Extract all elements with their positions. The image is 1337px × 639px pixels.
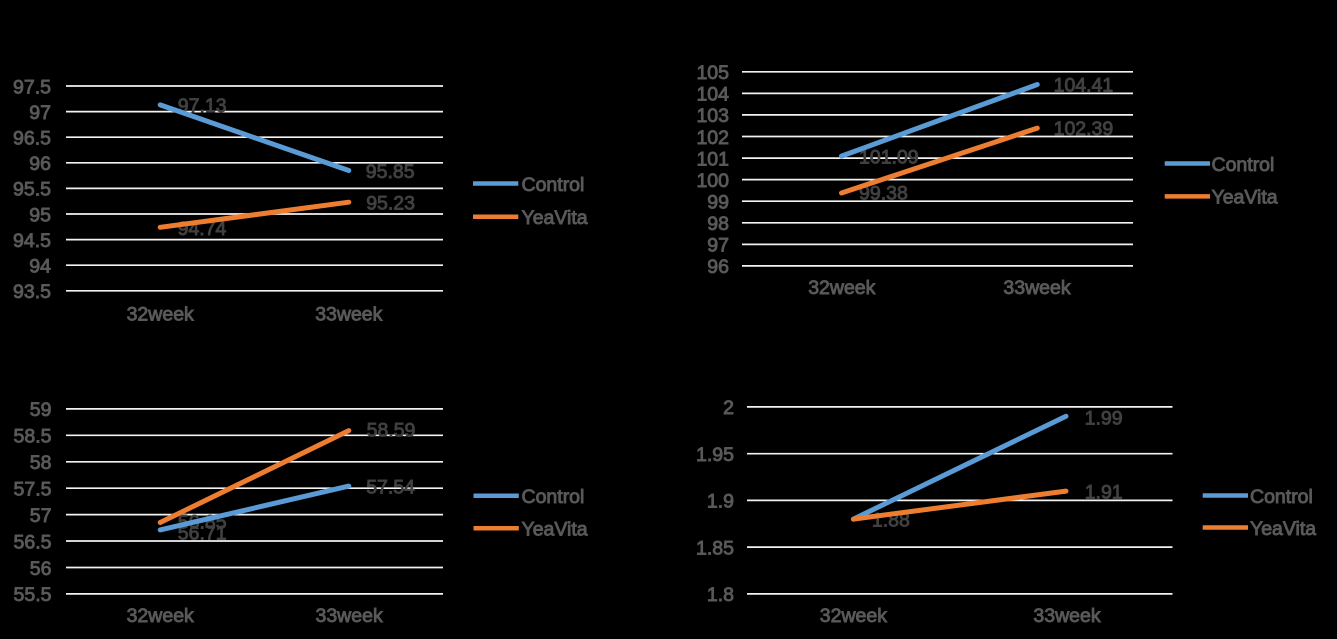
svg-text:97: 97: [29, 102, 51, 124]
svg-text:1.91: 1.91: [1085, 481, 1123, 503]
svg-text:96.5: 96.5: [13, 128, 51, 150]
svg-text:56: 56: [30, 558, 52, 580]
svg-text:1.85: 1.85: [696, 537, 734, 559]
svg-text:57.5: 57.5: [14, 479, 52, 501]
svg-text:93.5: 93.5: [13, 281, 51, 303]
svg-text:YeaVita: YeaVita: [522, 519, 588, 541]
svg-text:105: 105: [696, 62, 729, 84]
svg-text:94: 94: [29, 256, 51, 278]
svg-text:33week: 33week: [315, 303, 382, 325]
svg-text:1.95: 1.95: [696, 444, 734, 466]
svg-text:58: 58: [30, 452, 52, 474]
svg-text:99: 99: [707, 192, 729, 214]
svg-text:94.5: 94.5: [13, 230, 51, 252]
svg-text:104.41: 104.41: [1054, 74, 1114, 96]
svg-text:95.23: 95.23: [366, 193, 415, 215]
svg-text:56.71: 56.71: [178, 523, 227, 545]
svg-text:97.5: 97.5: [13, 76, 51, 98]
svg-text:97: 97: [707, 235, 729, 257]
svg-text:57: 57: [30, 505, 52, 527]
svg-text:32week: 32week: [127, 605, 194, 627]
svg-text:102: 102: [696, 127, 729, 149]
svg-text:56.5: 56.5: [14, 531, 52, 553]
svg-text:55.5: 55.5: [14, 584, 52, 606]
svg-text:104: 104: [696, 84, 729, 106]
svg-text:57.54: 57.54: [366, 476, 415, 498]
svg-text:100: 100: [696, 170, 729, 192]
svg-text:YeaVita: YeaVita: [1212, 187, 1278, 209]
svg-text:98: 98: [707, 213, 729, 235]
svg-text:32week: 32week: [127, 303, 194, 325]
svg-text:96: 96: [707, 256, 729, 278]
svg-text:2: 2: [723, 397, 734, 419]
svg-text:96: 96: [29, 153, 51, 175]
svg-text:95.5: 95.5: [13, 179, 51, 201]
svg-text:102.39: 102.39: [1054, 118, 1114, 140]
svg-text:95: 95: [29, 204, 51, 226]
svg-text:33week: 33week: [1003, 277, 1070, 299]
svg-text:33week: 33week: [315, 605, 382, 627]
svg-text:101.09: 101.09: [859, 146, 919, 168]
svg-text:YeaVita: YeaVita: [522, 207, 588, 229]
svg-text:Control: Control: [1250, 486, 1313, 508]
svg-text:1.99: 1.99: [1085, 408, 1123, 430]
svg-text:33week: 33week: [1033, 605, 1100, 627]
svg-text:58.59: 58.59: [367, 420, 416, 442]
svg-text:1.9: 1.9: [707, 491, 734, 513]
svg-text:103: 103: [696, 105, 729, 127]
svg-text:32week: 32week: [808, 277, 875, 299]
svg-text:59: 59: [30, 399, 52, 421]
svg-text:Control: Control: [522, 174, 585, 196]
svg-text:95.85: 95.85: [366, 161, 415, 183]
svg-text:Control: Control: [522, 486, 585, 508]
svg-text:99.38: 99.38: [859, 183, 908, 205]
svg-text:Control: Control: [1212, 154, 1275, 176]
svg-text:1.8: 1.8: [707, 584, 734, 606]
svg-text:97.13: 97.13: [178, 95, 227, 117]
svg-text:YeaVita: YeaVita: [1250, 518, 1316, 540]
svg-text:101: 101: [696, 148, 729, 170]
svg-text:58.5: 58.5: [14, 426, 52, 448]
svg-text:32week: 32week: [820, 605, 887, 627]
